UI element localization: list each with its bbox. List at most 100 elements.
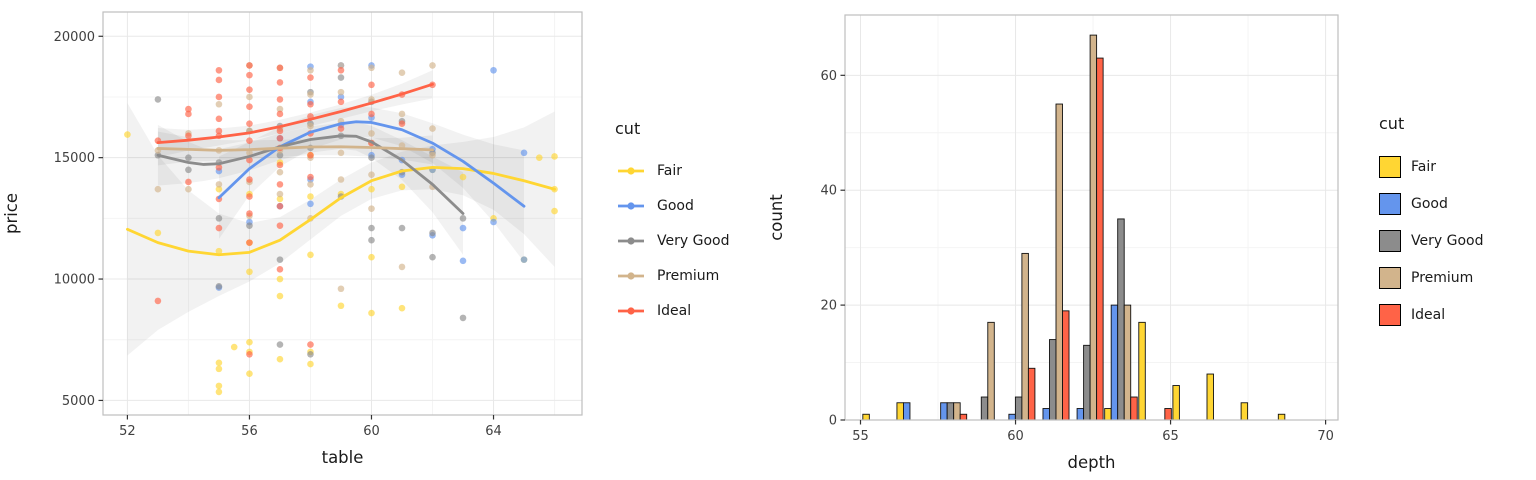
scatter-point bbox=[368, 171, 375, 178]
scatter-point bbox=[246, 137, 253, 144]
gridlines bbox=[103, 12, 582, 415]
bar-Good bbox=[1042, 408, 1050, 421]
scatter-point bbox=[215, 224, 223, 232]
scatter-point bbox=[398, 120, 406, 127]
legend-item-very-good: Very Good bbox=[1379, 230, 1536, 252]
y-tick-label: 0 bbox=[829, 414, 837, 429]
x-tick-label: 60 bbox=[1007, 429, 1024, 444]
bar-Premium bbox=[953, 402, 961, 421]
scatter-point bbox=[307, 66, 314, 74]
scatter-point bbox=[185, 166, 192, 174]
scatter-point bbox=[307, 181, 314, 188]
bar-Fair bbox=[1240, 402, 1249, 421]
scatter-point bbox=[154, 297, 162, 305]
legend-key-box bbox=[1379, 230, 1401, 252]
scatter-point bbox=[215, 181, 223, 188]
scatter-point bbox=[154, 96, 162, 103]
scatter-point bbox=[368, 81, 375, 89]
x-tick-label: 55 bbox=[852, 429, 869, 444]
scatter-point bbox=[337, 125, 345, 132]
scatter-point bbox=[368, 110, 375, 118]
scatter-point bbox=[215, 359, 223, 367]
bar-Premium bbox=[1123, 304, 1132, 421]
legend-item-ideal: Ideal bbox=[615, 301, 765, 321]
legend-items-right: Fair Good Very Good Premium Ideal bbox=[1379, 156, 1536, 326]
se-band-Good bbox=[218, 106, 525, 263]
scatter-point bbox=[398, 224, 406, 232]
scatter-point bbox=[215, 215, 223, 222]
scatter-point bbox=[337, 98, 345, 106]
legend-item-label: Very Good bbox=[657, 233, 730, 249]
scatter-point bbox=[246, 222, 253, 229]
scatter-point bbox=[459, 224, 467, 232]
bar-Fair bbox=[1206, 373, 1214, 421]
scatter-point bbox=[230, 343, 238, 351]
legend-item-label: Good bbox=[657, 198, 694, 214]
scatter-point bbox=[276, 202, 284, 210]
scatter-point bbox=[429, 151, 436, 159]
scatter-point bbox=[215, 388, 223, 396]
scatter-point bbox=[215, 365, 223, 373]
scatter-point bbox=[276, 161, 284, 169]
y-axis-title: count bbox=[767, 194, 786, 241]
legend-key-line-point bbox=[618, 202, 644, 210]
scatter-point bbox=[398, 263, 406, 271]
legend-item-good: Good bbox=[615, 196, 765, 216]
histogram-chart-svg: 55 60 65 70 0 20 40 60 depth count bbox=[767, 14, 1339, 472]
smooth-line-Ideal bbox=[156, 82, 434, 145]
scatter-point bbox=[246, 351, 253, 358]
legend-item-fair: Fair bbox=[615, 161, 765, 181]
scatter-point bbox=[185, 105, 192, 113]
scatter-point bbox=[307, 200, 314, 208]
scatter-point bbox=[337, 302, 345, 310]
scatter-point bbox=[215, 100, 223, 108]
scatter-point bbox=[307, 122, 314, 130]
scatter-point bbox=[215, 164, 223, 171]
scatter-point bbox=[490, 218, 497, 226]
scatter-point bbox=[337, 93, 345, 101]
bar-Fair bbox=[1277, 413, 1286, 421]
scatter-point bbox=[276, 181, 284, 188]
scatter-point bbox=[307, 151, 314, 159]
scatter-point bbox=[307, 193, 314, 200]
legend-key-box bbox=[1379, 156, 1401, 178]
scatter-point bbox=[215, 76, 223, 84]
legend-key-box bbox=[1379, 193, 1401, 215]
scatter-point bbox=[398, 142, 406, 149]
scatter-point bbox=[551, 153, 558, 160]
scatter-point bbox=[276, 151, 284, 159]
smooth-lines bbox=[126, 82, 556, 257]
scatter-point bbox=[276, 79, 284, 86]
scatter-point bbox=[551, 207, 558, 215]
scatter-point bbox=[307, 173, 314, 181]
bar-Very Good bbox=[946, 402, 955, 421]
scatter-point bbox=[246, 103, 253, 110]
se-band-Very Good bbox=[157, 121, 464, 255]
scatter-point bbox=[337, 149, 345, 157]
smooth-line-Fair bbox=[126, 165, 556, 257]
scatter-point bbox=[398, 304, 406, 312]
scatter-point bbox=[276, 168, 284, 176]
scatter-point bbox=[185, 110, 192, 118]
legend-item-label: Very Good bbox=[1411, 233, 1484, 249]
y-tick-label: 15000 bbox=[54, 151, 95, 166]
scatter-point bbox=[429, 62, 436, 69]
scatter-point bbox=[307, 341, 314, 348]
legend-item-premium: Premium bbox=[615, 266, 765, 286]
scatter-point bbox=[459, 215, 467, 222]
legend-key-box bbox=[1379, 304, 1401, 326]
scatter-point bbox=[246, 268, 253, 276]
legend-key-line-point bbox=[618, 237, 644, 245]
bar-Very Good bbox=[980, 396, 989, 421]
y-tick-label: 20000 bbox=[54, 30, 95, 45]
legend-key-line-point bbox=[618, 272, 644, 280]
legend-item-good: Good bbox=[1379, 193, 1536, 215]
scatter-point bbox=[337, 176, 345, 183]
bar-Ideal bbox=[959, 413, 968, 421]
legend-title: cut bbox=[615, 119, 641, 138]
scatter-point bbox=[398, 110, 406, 118]
scatter-point bbox=[398, 183, 406, 191]
bar-Fair bbox=[1138, 321, 1146, 421]
scatter-point bbox=[368, 130, 375, 137]
legend-item-ideal: Ideal bbox=[1379, 304, 1536, 326]
